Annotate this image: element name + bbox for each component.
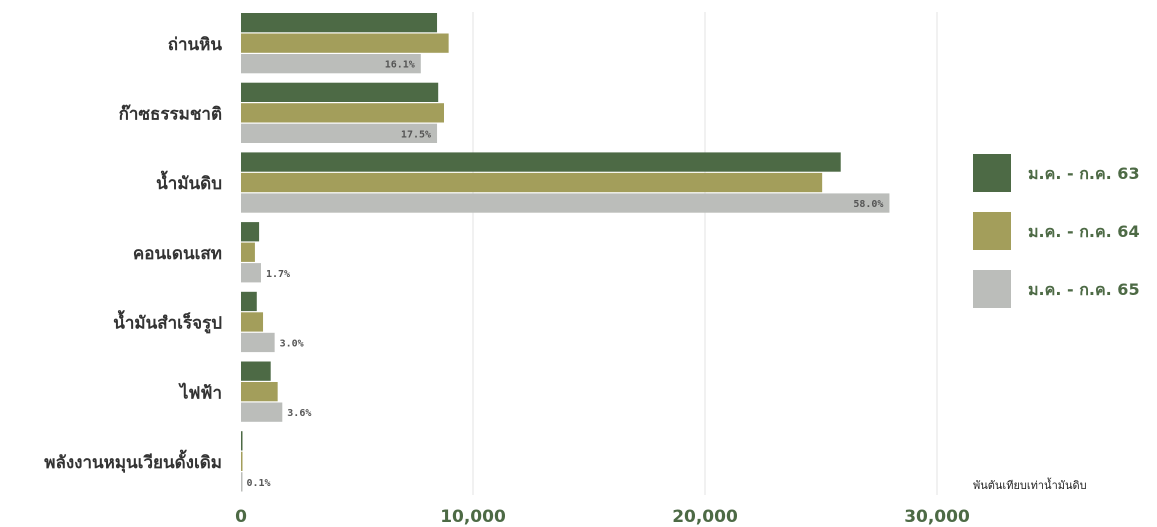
bar [241, 361, 271, 381]
legend-label: ม.ค. - ก.ค. 64 [1028, 222, 1140, 241]
bar [241, 33, 449, 53]
bar [241, 222, 260, 242]
bars: 16.1% 17.5% 58.0% 1.7% 3.0% 3.6% 0.1% [241, 13, 890, 492]
bar [241, 13, 438, 33]
category-label: น้ำมันสำเร็จรูป [113, 310, 222, 335]
legend-swatch [973, 154, 1011, 192]
data-label: 1.7% [266, 269, 290, 280]
data-label: 58.0% [853, 199, 883, 210]
category-label: ถ่านหิน [168, 35, 223, 55]
legend-label: ม.ค. - ก.ค. 65 [1028, 280, 1140, 299]
category-label: พลังงานหมุนเวียนดั้งเดิม [44, 449, 222, 473]
data-label: 3.0% [280, 338, 304, 349]
bar [241, 103, 444, 123]
bar [241, 472, 243, 492]
bar [241, 172, 823, 193]
bar [241, 451, 243, 471]
bar [241, 332, 275, 353]
bar [241, 291, 257, 312]
bar [241, 263, 261, 283]
data-label: 0.1% [246, 478, 270, 489]
bar [241, 312, 264, 332]
category-label: คอนเดนเสท [133, 244, 222, 264]
data-label: 16.1% [385, 60, 415, 71]
data-label: 3.6% [287, 408, 311, 419]
unit-label: พันตันเทียบเท่าน้ำมันดิบ [973, 477, 1087, 492]
bar [241, 193, 890, 213]
bar [241, 123, 438, 143]
x-axis-ticks: 0 10,000 20,000 30,000 [235, 507, 970, 527]
bar [241, 82, 439, 102]
bar [241, 242, 255, 262]
x-tick-label: 0 [235, 507, 247, 527]
x-tick-label: 20,000 [672, 507, 738, 527]
legend-label: ม.ค. - ก.ค. 63 [1028, 164, 1140, 183]
legend-swatch [973, 212, 1011, 250]
bar [241, 431, 243, 451]
category-label: ไฟฟ้า [178, 382, 222, 403]
x-tick-label: 10,000 [440, 507, 506, 527]
data-label: 17.5% [401, 129, 431, 140]
bar [241, 54, 421, 74]
legend: ม.ค. - ก.ค. 63 ม.ค. - ก.ค. 64 ม.ค. - ก.ค. … [973, 154, 1140, 308]
legend-swatch [973, 270, 1011, 308]
bar [241, 152, 841, 172]
grid-lines [472, 12, 938, 495]
category-labels: ถ่านหินก๊าซธรรมชาติน้ำมันดิบคอนเดนเสทน้ำ… [44, 35, 222, 473]
category-label: ก๊าซธรรมชาติ [119, 104, 222, 124]
bar [241, 402, 283, 422]
category-label: น้ำมันดิบ [156, 170, 222, 194]
x-tick-label: 30,000 [904, 507, 970, 527]
bar [241, 382, 278, 402]
